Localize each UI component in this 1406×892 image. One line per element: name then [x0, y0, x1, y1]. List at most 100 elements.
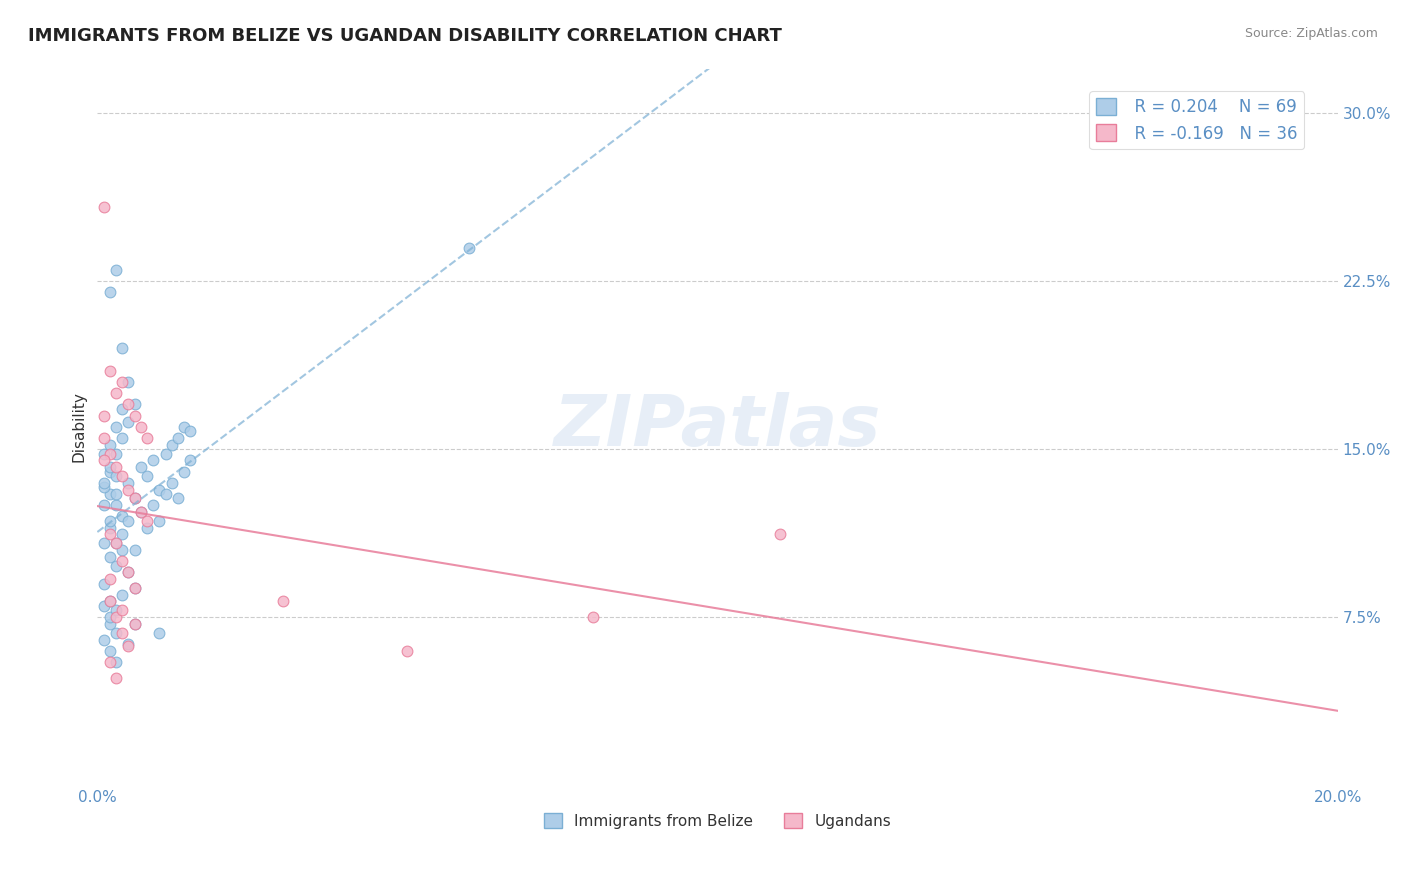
Point — [104, 447, 127, 461]
Point — [93, 498, 115, 512]
Point — [136, 514, 159, 528]
Point — [117, 566, 139, 580]
Point — [142, 453, 165, 467]
Point — [273, 594, 295, 608]
Point — [179, 453, 201, 467]
Point — [98, 487, 121, 501]
Point — [111, 509, 134, 524]
Point — [111, 469, 134, 483]
Point — [111, 342, 134, 356]
Point — [124, 581, 146, 595]
Point — [93, 447, 115, 461]
Text: IMMIGRANTS FROM BELIZE VS UGANDAN DISABILITY CORRELATION CHART: IMMIGRANTS FROM BELIZE VS UGANDAN DISABI… — [28, 27, 782, 45]
Text: Source: ZipAtlas.com: Source: ZipAtlas.com — [1244, 27, 1378, 40]
Point — [148, 514, 170, 528]
Text: ZIPatlas: ZIPatlas — [554, 392, 882, 461]
Point — [104, 536, 127, 550]
Point — [129, 419, 152, 434]
Point — [117, 566, 139, 580]
Point — [167, 431, 190, 445]
Point — [104, 460, 127, 475]
Point — [124, 491, 146, 506]
Point — [124, 491, 146, 506]
Point — [582, 610, 605, 624]
Point — [98, 594, 121, 608]
Point — [111, 554, 134, 568]
Point — [98, 438, 121, 452]
Point — [124, 616, 146, 631]
Point — [160, 475, 183, 490]
Point — [93, 453, 115, 467]
Point — [93, 480, 115, 494]
Point — [129, 505, 152, 519]
Point — [155, 487, 177, 501]
Point — [98, 364, 121, 378]
Point — [179, 425, 201, 439]
Point — [98, 460, 121, 475]
Point — [104, 487, 127, 501]
Point — [167, 491, 190, 506]
Point — [104, 386, 127, 401]
Point — [111, 375, 134, 389]
Point — [117, 397, 139, 411]
Point — [111, 603, 134, 617]
Point — [117, 514, 139, 528]
Point — [117, 415, 139, 429]
Point — [104, 469, 127, 483]
Y-axis label: Disability: Disability — [72, 392, 86, 462]
Point — [111, 588, 134, 602]
Point — [124, 581, 146, 595]
Point — [93, 536, 115, 550]
Point — [396, 644, 419, 658]
Point — [142, 498, 165, 512]
Point — [117, 637, 139, 651]
Point — [104, 263, 127, 277]
Point — [124, 397, 146, 411]
Point — [98, 610, 121, 624]
Point — [98, 549, 121, 564]
Point — [104, 655, 127, 669]
Point — [117, 640, 139, 654]
Point — [93, 200, 115, 214]
Point — [104, 625, 127, 640]
Point — [98, 594, 121, 608]
Point — [768, 527, 790, 541]
Legend: Immigrants from Belize, Ugandans: Immigrants from Belize, Ugandans — [537, 806, 897, 835]
Point — [98, 520, 121, 534]
Point — [104, 419, 127, 434]
Point — [160, 438, 183, 452]
Point — [136, 520, 159, 534]
Point — [124, 543, 146, 558]
Point — [98, 447, 121, 461]
Point — [129, 460, 152, 475]
Point — [104, 498, 127, 512]
Point — [155, 447, 177, 461]
Point — [93, 431, 115, 445]
Point — [104, 558, 127, 573]
Point — [458, 241, 481, 255]
Point — [98, 572, 121, 586]
Point — [93, 632, 115, 647]
Point — [98, 527, 121, 541]
Point — [111, 431, 134, 445]
Point — [98, 514, 121, 528]
Point — [104, 671, 127, 685]
Point — [93, 409, 115, 423]
Point — [124, 616, 146, 631]
Point — [104, 610, 127, 624]
Point — [124, 409, 146, 423]
Point — [98, 644, 121, 658]
Point — [117, 475, 139, 490]
Point — [111, 543, 134, 558]
Point — [117, 375, 139, 389]
Point — [148, 625, 170, 640]
Point — [111, 527, 134, 541]
Point — [129, 505, 152, 519]
Point — [136, 469, 159, 483]
Point — [111, 401, 134, 416]
Point — [104, 536, 127, 550]
Point — [117, 483, 139, 497]
Point — [111, 625, 134, 640]
Point — [93, 475, 115, 490]
Point — [136, 431, 159, 445]
